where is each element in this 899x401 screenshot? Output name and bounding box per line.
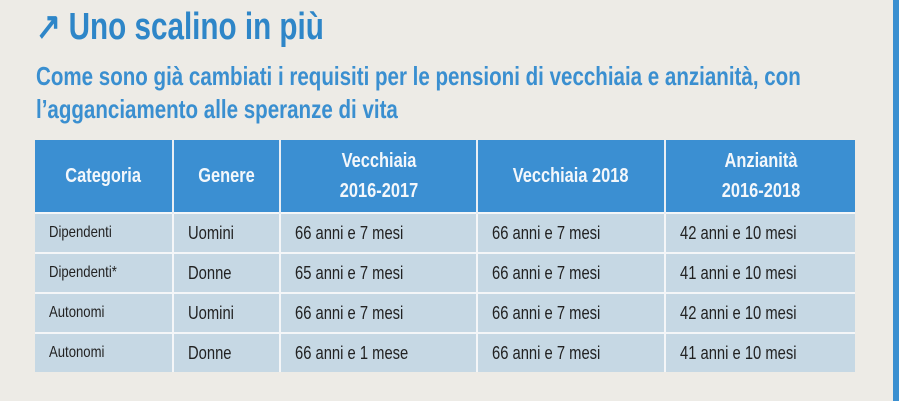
arrow-up-right-icon: ↗ bbox=[36, 6, 61, 48]
table-cell: Donne bbox=[172, 252, 280, 293]
table-cell: 65 anni e 7 mesi bbox=[279, 252, 477, 293]
table-cell: 41 anni e 10 mesi bbox=[664, 252, 855, 293]
page-title: ↗ Uno scalino in più bbox=[36, 4, 324, 49]
table-row: Autonomi Donne 66 anni e 1 mese 66 anni e 7… bbox=[35, 332, 855, 372]
table-cell: 66 anni e 7 mesi bbox=[279, 212, 477, 253]
header-vecchiaia-2016-2017: Vecchiaia 2016-2017 bbox=[279, 140, 477, 213]
table-row: Autonomi Uomini 66 anni e 7 mesi 66 anni e … bbox=[35, 292, 855, 333]
subtitle: Come sono già cambiati i requisiti per l… bbox=[36, 61, 801, 124]
table-cell: 66 anni e 7 mesi bbox=[476, 212, 665, 253]
header-genere: Genere bbox=[172, 140, 280, 213]
table-header-row: Categoria Genere Vecchiaia 2016-2017 Vec… bbox=[35, 140, 855, 213]
table-cell: Autonomi bbox=[35, 292, 173, 333]
table-cell: 66 anni e 7 mesi bbox=[476, 332, 665, 372]
table-cell: Uomini bbox=[172, 292, 280, 333]
header-anzianita-2016-2018: Anzianità 2016-2018 bbox=[664, 140, 855, 213]
table-row: Dipendenti* Donne 65 anni e 7 mesi 66 anni … bbox=[35, 252, 855, 293]
table-cell: Dipendenti* bbox=[35, 252, 173, 293]
table-cell: Autonomi bbox=[35, 332, 173, 372]
requirements-table: Categoria Genere Vecchiaia 2016-2017 Vec… bbox=[35, 140, 855, 372]
table-cell: 66 anni e 1 mese bbox=[279, 332, 477, 372]
title-text: Uno scalino in più bbox=[68, 6, 324, 48]
page-edge-stripe bbox=[893, 0, 899, 401]
table-cell: 66 anni e 7 mesi bbox=[476, 252, 665, 293]
table-cell: 66 anni e 7 mesi bbox=[476, 292, 665, 333]
table-cell: 66 anni e 7 mesi bbox=[279, 292, 477, 333]
table-row: Dipendenti Uomini 66 anni e 7 mesi 66 anni … bbox=[35, 212, 855, 253]
header-categoria: Categoria bbox=[35, 140, 173, 213]
table-cell: 42 anni e 10 mesi bbox=[664, 292, 855, 333]
header-vecchiaia-2018: Vecchiaia 2018 bbox=[476, 140, 665, 213]
table-cell: 41 anni e 10 mesi bbox=[664, 332, 855, 372]
table-cell: Donne bbox=[172, 332, 280, 372]
table-cell: 42 anni e 10 mesi bbox=[664, 212, 855, 253]
table-cell: Uomini bbox=[172, 212, 280, 253]
table-cell: Dipendenti bbox=[35, 212, 173, 253]
